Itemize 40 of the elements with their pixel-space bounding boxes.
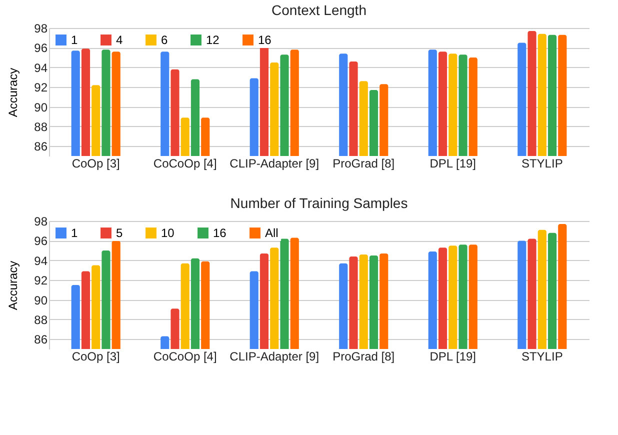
chart-title: Context Length	[272, 2, 366, 18]
y-tick-label: 92	[34, 80, 48, 95]
x-tick-label: CLIP-Adapter [9]	[230, 350, 320, 364]
x-tick-label: ProGrad [8]	[332, 350, 395, 364]
y-tick-label: 86	[34, 332, 48, 347]
x-tick-label: STYLIP	[521, 156, 563, 170]
x-tick-label: CoCoOp [4]	[153, 156, 217, 170]
x-tick-label: ProGrad [8]	[332, 156, 395, 170]
legend-label: All	[265, 226, 278, 240]
legend-label: 12	[206, 33, 220, 47]
y-tick-label: 94	[34, 60, 48, 75]
legend-label: 16	[213, 226, 227, 240]
x-tick-label: DPL [19]	[430, 350, 476, 364]
y-tick-label: 96	[34, 234, 48, 248]
legend-label: 16	[258, 33, 272, 47]
x-tick-label: STYLIP	[521, 350, 563, 364]
legend-label: 6	[161, 33, 168, 47]
x-tick-label: CLIP-Adapter [9]	[230, 156, 320, 170]
x-tick-label: CoOp [3]	[72, 350, 120, 364]
y-tick-label: 90	[34, 293, 48, 308]
y-tick-label: 96	[34, 41, 48, 56]
y-tick-label: 92	[34, 274, 48, 288]
y-tick-label: 88	[34, 120, 48, 134]
legend-label: 1	[71, 226, 78, 240]
chart-title: Number of Training Samples	[230, 195, 408, 211]
x-tick-label: CoCoOp [4]	[153, 350, 217, 364]
legend-label: 1	[71, 33, 78, 47]
legend-label: 4	[116, 33, 123, 47]
legend-label: 5	[116, 226, 123, 240]
y-axis-title: Accuracy	[6, 68, 20, 118]
x-tick-label: DPL [19]	[430, 156, 476, 170]
y-tick-label: 90	[34, 100, 48, 114]
y-axis-title: Accuracy	[6, 260, 20, 310]
y-tick-label: 94	[34, 254, 48, 268]
x-tick-label: CoOp [3]	[72, 156, 120, 170]
y-tick-label: 98	[34, 214, 48, 228]
y-tick-label: 98	[34, 22, 48, 36]
y-tick-label: 86	[34, 140, 48, 154]
y-tick-label: 88	[34, 312, 48, 327]
legend-label: 10	[161, 226, 175, 240]
